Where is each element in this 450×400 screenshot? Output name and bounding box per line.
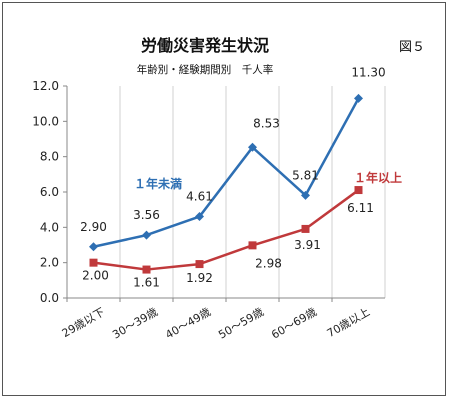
data-label: 11.30 (351, 65, 385, 79)
chart-subtitle: 年齢別・経験期間別 千人率 (137, 63, 274, 76)
y-tick-label: 6.0 (40, 185, 59, 199)
series-1-point (248, 142, 257, 152)
data-label: 3.91 (294, 238, 321, 252)
chart-frame (2, 2, 446, 396)
data-label: 1.92 (186, 271, 213, 285)
x-tick-label: 70歳以上 (325, 305, 372, 340)
data-label: 1.61 (133, 276, 160, 290)
figure-label: 図５ (399, 40, 425, 55)
data-label: 5.81 (292, 168, 319, 182)
data-label: 3.56 (133, 208, 160, 222)
data-label: 8.53 (253, 116, 280, 130)
x-tick-label: 30～39歳 (110, 305, 160, 341)
y-tick-label: 12.0 (32, 79, 59, 93)
x-tick-label: 29歳以下 (60, 305, 107, 340)
series-2-point (195, 260, 204, 269)
data-label: 2.98 (255, 256, 282, 270)
y-tick-label: 0.0 (40, 291, 59, 305)
series-1-point (301, 190, 310, 200)
series-1-point (89, 242, 98, 252)
x-tick-label: 40～49歳 (163, 305, 213, 341)
data-labels: 2.90 3.56 4.61 8.53 5.81 11.30 2.00 1.61 1.92 2.9… (80, 65, 402, 289)
series-line-2 (93, 189, 360, 271)
series-1-point (354, 93, 363, 103)
series-name-label: １年未満 (134, 176, 182, 191)
series-2-point (248, 241, 257, 250)
series-2-point (142, 265, 151, 274)
chart-title: 労働災害発生状況 (141, 36, 269, 55)
y-tick-label: 10.0 (32, 114, 59, 128)
x-tick-label: 60～69歳 (269, 305, 319, 341)
series-layer (89, 93, 363, 274)
data-label: 2.00 (82, 269, 109, 283)
x-tick-label: 50～59歳 (216, 305, 266, 341)
y-tick-label: 2.0 (40, 256, 59, 270)
series-2-point (301, 224, 310, 233)
y-tick-label: 4.0 (40, 220, 59, 234)
series-1-point (195, 212, 204, 222)
data-label: 2.90 (80, 220, 107, 234)
series-line-1 (93, 97, 360, 248)
gridlines (119, 86, 386, 298)
y-tick-label: 8.0 (40, 150, 59, 164)
series-2-point (354, 186, 363, 195)
series-name-label: １年以上 (354, 170, 402, 185)
data-label: 6.11 (347, 201, 374, 215)
series-1-point (142, 230, 151, 240)
series-2-point (89, 258, 98, 267)
data-label: 4.61 (186, 190, 213, 204)
